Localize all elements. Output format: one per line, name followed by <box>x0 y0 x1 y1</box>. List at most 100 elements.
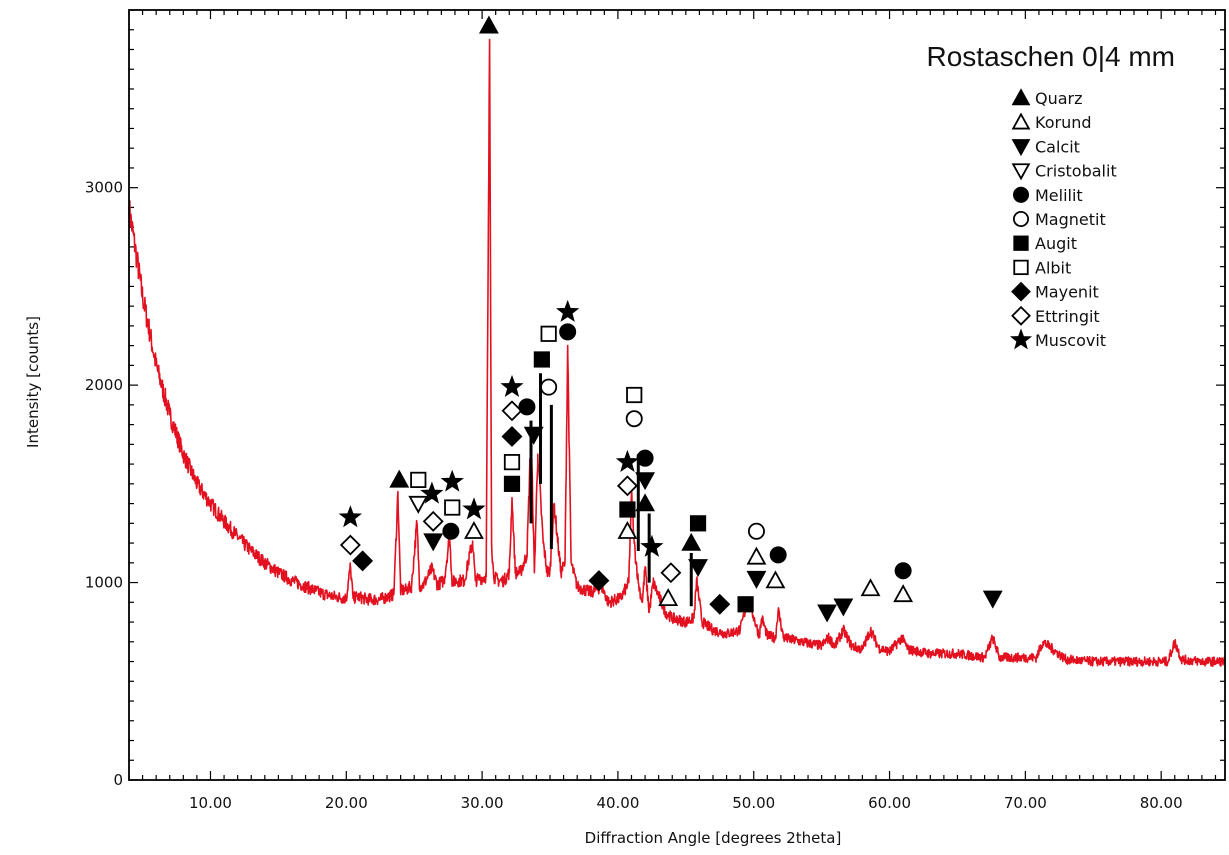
legend-item: Magnetit <box>1012 210 1106 229</box>
peak-marker-diamond <box>709 593 731 615</box>
peak-marker-star <box>556 299 580 322</box>
peak-marker-square <box>737 596 754 613</box>
peak-marker-square <box>503 454 521 471</box>
y-tick-labels: 0 1000 2000 3000 <box>85 179 123 789</box>
legend-item: Quarz <box>1011 88 1083 108</box>
x-tick-label: 50.00 <box>732 794 775 812</box>
peak-marker-circle <box>540 378 558 396</box>
peak-markers <box>338 15 1003 623</box>
peak-marker-diamond <box>339 534 361 556</box>
plot-frame <box>128 9 1226 781</box>
legend-label: Mayenit <box>1035 283 1099 302</box>
legend-item: Korund <box>1011 112 1092 132</box>
legend-label: Muscovit <box>1035 331 1106 350</box>
peak-marker-triangle-down <box>688 559 708 578</box>
peak-marker-triangle-down <box>746 570 767 589</box>
legend-item: Augit <box>1013 234 1077 253</box>
peak-marker-triangle-up <box>681 532 702 551</box>
legend-label: Melilit <box>1035 186 1083 205</box>
legend-symbol-triangle-down <box>1011 139 1031 157</box>
legend-label: Korund <box>1035 113 1092 132</box>
legend-symbol-triangle-up <box>1011 112 1031 130</box>
legend-label: Augit <box>1035 234 1077 253</box>
peak-marker-circle <box>747 522 765 540</box>
legend-label: Ettringit <box>1035 307 1100 326</box>
legend-item: Albit <box>1013 258 1071 277</box>
peak-marker-circle <box>625 410 643 428</box>
peak-marker-diamond <box>422 510 444 532</box>
legend-symbol-square <box>1013 235 1029 251</box>
peak-marker-square <box>503 475 521 492</box>
peak-marker-triangle-up <box>464 520 484 539</box>
y-axis-label: Intensity [counts] <box>24 316 42 448</box>
peak-marker-diamond <box>501 425 523 447</box>
peak-marker-square <box>540 325 557 342</box>
peak-marker-star <box>615 449 640 473</box>
peak-marker-star <box>500 374 524 398</box>
peak-marker-triangle-down <box>423 533 444 552</box>
peak-marker-triangle-up <box>635 493 656 512</box>
x-tick-labels: 10.00 20.00 30.00 40.00 50.00 60.00 70.00 80.00 <box>189 794 1183 812</box>
legend-symbol-triangle-down <box>1011 163 1031 181</box>
peak-marker-square <box>626 386 643 404</box>
peak-marker-circle <box>442 522 460 540</box>
legend-symbol-circle <box>1012 186 1030 203</box>
x-tick-label: 10.00 <box>189 794 232 812</box>
peak-marker-triangle-down <box>982 590 1003 609</box>
peak-marker-triangle-up <box>658 588 679 607</box>
peak-marker-triangle-up <box>389 469 410 488</box>
y-tick-label: 2000 <box>85 376 123 394</box>
peak-marker-circle <box>559 323 577 341</box>
legend-label: Calcit <box>1035 137 1080 156</box>
peak-marker-triangle-down <box>817 604 837 623</box>
x-tick-label: 70.00 <box>1004 794 1047 812</box>
x-tick-label: 60.00 <box>868 794 911 812</box>
y-tick-label: 0 <box>113 771 123 789</box>
peak-marker-square <box>533 351 550 368</box>
peak-marker-triangle-down <box>833 598 854 617</box>
legend: Quarz Korund Calcit Cristobalit Melilit Magne… <box>1009 88 1117 350</box>
legend-label: Magnetit <box>1035 210 1106 229</box>
legend-item: Muscovit <box>1009 328 1106 350</box>
peak-marker-triangle-up <box>746 546 767 565</box>
legend-label: Albit <box>1035 258 1071 277</box>
peak-marker-diamond <box>588 570 610 592</box>
x-tick-label: 20.00 <box>325 794 368 812</box>
legend-label: Quarz <box>1035 89 1083 108</box>
peak-marker-triangle-up <box>860 578 881 597</box>
legend-symbol-triangle-up <box>1011 88 1031 106</box>
peak-marker-circle <box>769 546 787 564</box>
x-tick-label: 80.00 <box>1140 794 1183 812</box>
peak-marker-triangle-down <box>523 426 544 445</box>
legend-symbol-star <box>1009 328 1033 350</box>
peak-marker-star <box>420 481 444 504</box>
peak-marker-diamond <box>501 400 523 422</box>
chart-title: Rostaschen 0|4 mm <box>927 41 1176 72</box>
legend-item: Melilit <box>1012 186 1083 205</box>
legend-item: Mayenit <box>1011 281 1099 302</box>
x-tick-label: 30.00 <box>461 794 504 812</box>
legend-item: Cristobalit <box>1011 162 1117 181</box>
peak-marker-square <box>444 499 461 516</box>
legend-label: Cristobalit <box>1035 162 1117 181</box>
peak-marker-circle <box>518 398 536 416</box>
x-axis-label: Diffraction Angle [degrees 2theta] <box>585 829 842 847</box>
peak-marker-diamond <box>660 562 682 584</box>
peak-marker-star <box>338 505 362 528</box>
x-tick-label: 40.00 <box>596 794 639 812</box>
peak-marker-triangle-down <box>635 472 656 491</box>
peak-marker-triangle-up <box>617 520 638 539</box>
peak-marker-square <box>689 515 707 532</box>
peak-marker-diamond <box>616 475 638 497</box>
y-tick-label: 3000 <box>85 179 123 197</box>
legend-symbol-square <box>1013 259 1029 276</box>
y-tick-label: 1000 <box>85 574 123 592</box>
peak-marker-square <box>410 471 427 488</box>
legend-symbol-diamond <box>1011 305 1031 326</box>
peak-marker-circle <box>894 562 912 580</box>
peak-marker-triangle-up <box>765 570 786 589</box>
legend-symbol-diamond <box>1011 281 1031 302</box>
legend-item: Calcit <box>1011 137 1080 157</box>
peak-marker-star <box>462 497 486 520</box>
